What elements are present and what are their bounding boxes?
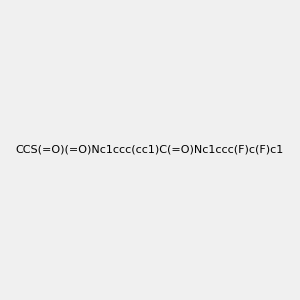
Text: CCS(=O)(=O)Nc1ccc(cc1)C(=O)Nc1ccc(F)c(F)c1: CCS(=O)(=O)Nc1ccc(cc1)C(=O)Nc1ccc(F)c(F)… xyxy=(16,145,284,155)
